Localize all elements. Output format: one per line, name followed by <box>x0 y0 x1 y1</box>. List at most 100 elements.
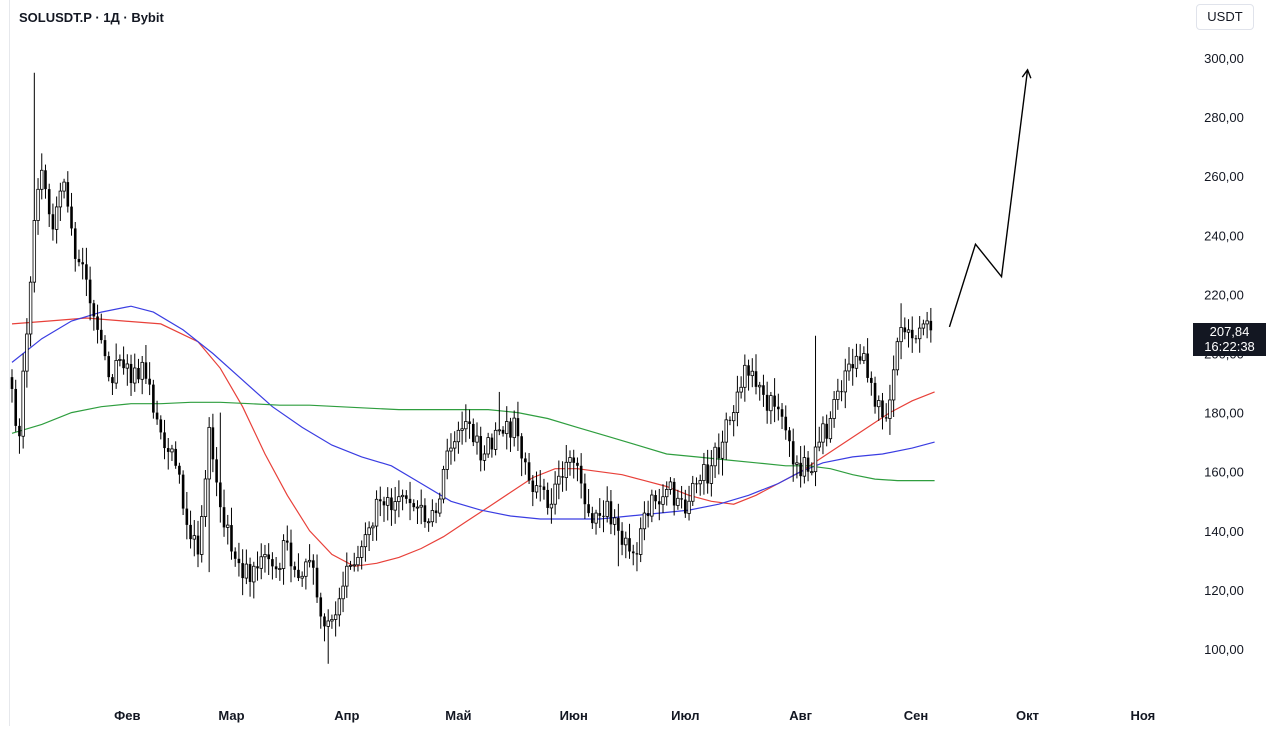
candle <box>259 543 263 580</box>
candle <box>449 433 453 465</box>
candle <box>720 430 725 476</box>
candle <box>628 523 631 559</box>
candle <box>36 178 40 235</box>
candle <box>73 221 77 272</box>
candle <box>870 371 873 396</box>
candle <box>490 433 494 458</box>
candle <box>159 415 163 440</box>
candle <box>788 427 791 457</box>
candle <box>695 477 698 494</box>
candle <box>750 358 754 388</box>
candle <box>579 453 583 499</box>
candle <box>638 517 643 563</box>
candle <box>434 502 438 524</box>
candle <box>315 554 319 603</box>
candle <box>114 343 118 389</box>
candle <box>219 412 222 523</box>
candle <box>148 362 151 396</box>
x-tick-label: Фев <box>114 708 140 723</box>
y-tick-label: 220,00 <box>1204 287 1244 302</box>
candle <box>910 316 914 353</box>
candle <box>252 561 256 599</box>
candle <box>62 178 66 199</box>
candle <box>263 544 267 573</box>
candle <box>241 549 244 596</box>
candle <box>468 409 471 439</box>
candle <box>802 445 807 484</box>
candle <box>561 461 564 492</box>
candle <box>140 356 144 395</box>
candle <box>668 477 673 495</box>
candle <box>534 471 539 499</box>
candle <box>278 562 282 581</box>
candle <box>196 520 200 568</box>
candle <box>762 374 765 407</box>
candle <box>568 450 572 476</box>
x-tick-label: Сен <box>904 708 928 723</box>
candle <box>99 313 103 344</box>
candle <box>21 353 25 449</box>
candle <box>185 491 189 540</box>
x-tick-label: Мар <box>218 708 244 723</box>
candle <box>92 299 96 331</box>
candle <box>244 549 249 585</box>
candle <box>881 392 884 430</box>
last-price-label: 207,84 <box>1209 324 1250 339</box>
candle <box>341 571 345 613</box>
candle <box>877 395 881 421</box>
candle <box>891 355 896 418</box>
candle <box>333 601 338 637</box>
candle <box>319 592 323 629</box>
candle <box>152 379 155 419</box>
candle <box>806 451 810 482</box>
candle <box>144 345 148 384</box>
candle <box>866 338 869 383</box>
candle <box>415 500 420 525</box>
y-tick-label: 180,00 <box>1204 406 1244 421</box>
candle <box>795 455 799 479</box>
candle <box>825 414 828 447</box>
candle <box>25 318 29 388</box>
currency-button[interactable]: USDT <box>1196 4 1254 30</box>
candle <box>777 393 780 421</box>
candle <box>285 525 289 551</box>
candle <box>189 510 192 549</box>
candle <box>122 346 125 375</box>
candle <box>103 335 107 361</box>
candle <box>546 482 549 515</box>
candle <box>170 444 174 461</box>
candle <box>598 498 602 529</box>
candle <box>917 316 922 353</box>
candle <box>557 460 561 500</box>
y-tick-label: 240,00 <box>1204 228 1244 243</box>
candle <box>527 452 531 485</box>
projection-arrowhead[interactable] <box>1021 68 1032 79</box>
candle <box>895 337 900 376</box>
candle <box>479 426 483 472</box>
candle <box>691 475 695 507</box>
projection-path[interactable] <box>948 69 1029 328</box>
candle <box>215 447 218 497</box>
candle <box>118 354 122 367</box>
candle <box>166 438 170 470</box>
candle <box>791 428 795 482</box>
candle <box>359 540 364 570</box>
candle <box>248 557 252 597</box>
candle <box>654 490 657 510</box>
candle <box>482 445 487 471</box>
candle <box>326 609 330 664</box>
candle <box>858 344 862 365</box>
symbol-title[interactable]: SOLUSDT.P · 1Д · Bybit <box>19 10 164 25</box>
candle <box>237 542 241 577</box>
candle <box>96 304 99 344</box>
candle <box>367 521 371 551</box>
candle <box>390 488 393 526</box>
candle <box>374 490 379 541</box>
y-tick-label: 300,00 <box>1204 51 1244 66</box>
candle <box>512 410 516 447</box>
candle <box>836 378 840 410</box>
y-tick-label: 120,00 <box>1204 583 1244 598</box>
candle <box>371 522 375 542</box>
